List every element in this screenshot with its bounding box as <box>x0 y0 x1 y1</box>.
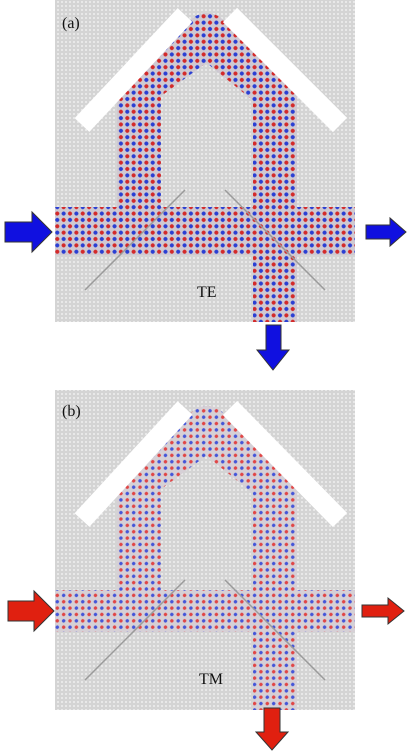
output-arrow <box>257 325 289 370</box>
input-arrow <box>5 212 52 252</box>
output-arrow <box>362 598 404 624</box>
panel-label: (a) <box>62 15 80 32</box>
mode-label: TM <box>199 671 223 688</box>
page: (a) TE (b) TM (() => { const data = JSON… <box>0 0 409 752</box>
input-arrow <box>8 591 54 631</box>
output-arrow <box>256 708 288 750</box>
panel-b: (b) TM <box>8 390 404 750</box>
panel-label: (b) <box>62 403 81 420</box>
output-arrow <box>366 218 406 246</box>
figure: (a) TE (b) TM <box>0 0 409 752</box>
waveguide-field <box>55 207 355 255</box>
waveguide-field <box>55 590 355 632</box>
mode-label: TE <box>197 284 217 301</box>
panel-a: (a) TE <box>5 0 406 370</box>
